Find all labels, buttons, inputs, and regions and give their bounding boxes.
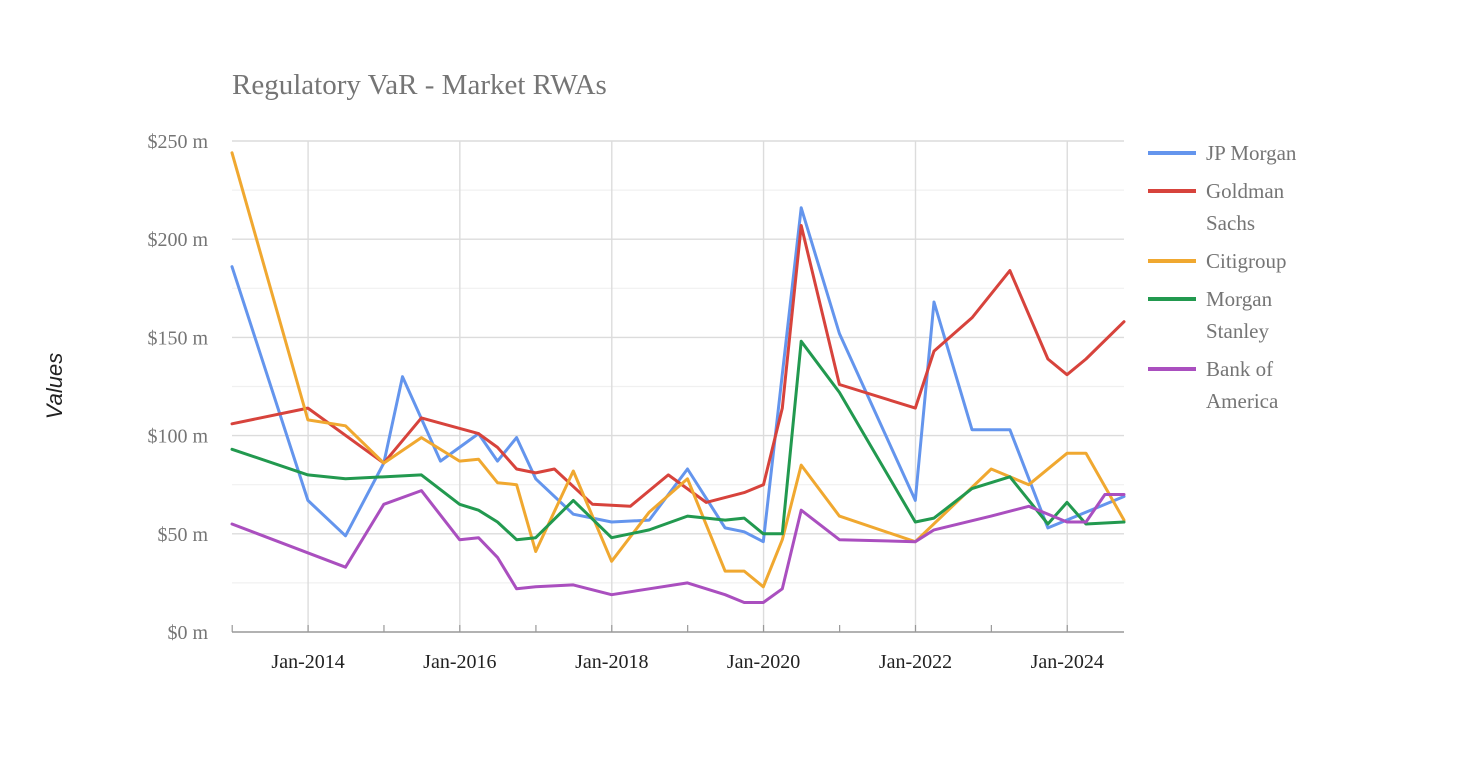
minor-gridlines [232,189,1124,584]
legend-item-bank-of-america: Bank of America [1148,357,1279,413]
y-axis-tick-labels: $0 m $50 m $100 m $150 m $200 m $250 m [147,131,208,644]
legend-item-morgan-stanley: Morgan Stanley [1148,287,1273,343]
series-line-bank-of-america [230,489,1126,604]
x-tick-label: Jan-2018 [575,651,648,673]
legend-item-citigroup: Citigroup [1148,249,1287,273]
series-line-morgan-stanley [230,339,1126,542]
y-axis-label: Values [42,353,67,419]
series-line-goldman-sachs [230,224,1126,508]
y-tick-label: $100 m [147,426,208,448]
legend-label: Goldman Sachs [1206,179,1285,235]
x-tick-label: Jan-2014 [271,651,344,673]
y-tick-label: $250 m [147,131,208,153]
series-line-jp-morgan [230,206,1126,544]
series-lines [230,151,1126,604]
y-tick-label: $200 m [147,229,208,251]
y-tick-label: $150 m [147,327,208,349]
x-tick-label: Jan-2022 [879,651,952,673]
vertical-gridlines [307,141,1068,632]
legend-label: Morgan Stanley [1206,287,1273,343]
x-tick-label: Jan-2016 [423,651,496,673]
legend-item-jp-morgan: JP Morgan [1148,141,1297,165]
x-axis-ticks [231,625,1068,632]
legend: JP Morgan Goldman Sachs Citigroup Morgan Stan… [1148,141,1297,413]
legend-label: Citigroup [1206,249,1287,273]
legend-label: JP Morgan [1206,141,1297,165]
series-line-citigroup [230,151,1126,589]
x-axis-tick-labels: Jan-2014 Jan-2016 Jan-2018 Jan-2020 Jan-2022… [271,651,1103,673]
legend-item-goldman-sachs: Goldman Sachs [1148,179,1285,235]
x-tick-label: Jan-2020 [727,651,800,673]
chart-title: Regulatory VaR - Market RWAs [232,69,607,101]
major-gridlines [232,140,1124,535]
legend-label: Bank of America [1206,357,1279,413]
y-tick-label: $0 m [167,622,208,644]
x-tick-label: Jan-2024 [1031,651,1104,673]
y-tick-label: $50 m [157,524,208,546]
